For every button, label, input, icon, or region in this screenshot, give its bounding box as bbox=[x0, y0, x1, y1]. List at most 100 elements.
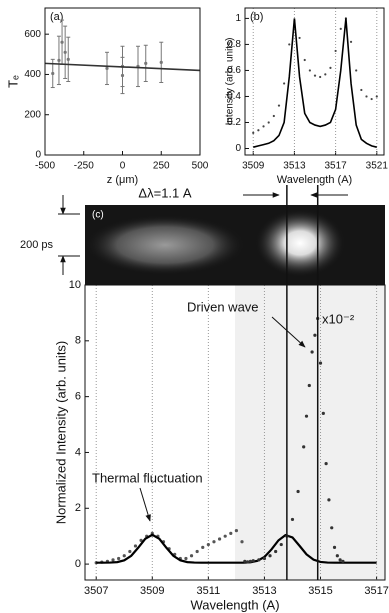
data-point bbox=[376, 95, 378, 97]
data-point bbox=[280, 543, 283, 546]
x-tick-label: 250 bbox=[153, 161, 170, 172]
y-tick-label: 0 bbox=[75, 558, 81, 570]
x-tick-label: -500 bbox=[35, 161, 55, 172]
x-tick-label: 3513 bbox=[283, 161, 306, 172]
data-point bbox=[257, 129, 259, 131]
y-axis-label: Intensity (arb. units) bbox=[225, 38, 236, 126]
data-point bbox=[121, 74, 124, 77]
streak-image: (c) 200 ps Δλ=1.1 A bbox=[20, 185, 385, 285]
data-point bbox=[325, 462, 328, 465]
data-point bbox=[327, 498, 330, 501]
data-point bbox=[134, 544, 137, 547]
data-point bbox=[201, 546, 204, 549]
data-point bbox=[105, 67, 108, 70]
y-tick-label: 6 bbox=[75, 391, 81, 403]
data-point bbox=[246, 560, 249, 563]
x-tick-label: 3511 bbox=[197, 585, 221, 597]
streak-blob bbox=[255, 209, 345, 277]
data-point bbox=[350, 41, 352, 43]
data-point bbox=[319, 362, 322, 365]
figure: (c) 200 ps Δλ=1.1 A -500 -250 0 250 500 0 200 4… bbox=[0, 0, 389, 613]
data-point bbox=[67, 58, 70, 61]
data-point bbox=[60, 41, 63, 44]
x-axis-label: Wavelength (A) bbox=[190, 597, 279, 612]
fit-line bbox=[253, 18, 377, 147]
x-axis-label: z (μm) bbox=[107, 174, 138, 186]
data-point bbox=[302, 445, 305, 448]
data-point bbox=[64, 51, 67, 54]
data-point bbox=[296, 490, 299, 493]
data-point bbox=[319, 76, 321, 78]
data-point bbox=[291, 518, 294, 521]
data-point bbox=[311, 350, 314, 353]
y-axis-label: Normalized Intensity (arb. units) bbox=[53, 341, 68, 525]
data-point bbox=[257, 558, 260, 561]
data-point bbox=[355, 69, 357, 71]
y-tick-label: 600 bbox=[24, 29, 41, 40]
data-point bbox=[128, 550, 131, 553]
y-tick-label: 0 bbox=[35, 150, 41, 161]
data-point bbox=[57, 59, 60, 62]
panel-label: (b) bbox=[250, 11, 263, 23]
data-point bbox=[304, 59, 306, 61]
y-tick-label: 10 bbox=[69, 279, 81, 291]
y-tick-label: 200 bbox=[24, 109, 41, 120]
data-point bbox=[278, 104, 280, 106]
y-tick-label: 1 bbox=[235, 13, 241, 24]
x-tick-label: 3517 bbox=[324, 161, 347, 172]
annotation: Thermal fluctuation bbox=[92, 470, 203, 485]
annotation: x10⁻² bbox=[322, 311, 355, 326]
data-point bbox=[329, 67, 331, 69]
data-point bbox=[283, 82, 285, 84]
data-point bbox=[322, 412, 325, 415]
width-label: Δλ=1.1 A bbox=[138, 185, 191, 200]
data-point bbox=[371, 98, 373, 100]
x-tick-label: 3521 bbox=[366, 161, 389, 172]
data-point bbox=[207, 543, 210, 546]
data-point bbox=[224, 535, 227, 538]
data-point bbox=[335, 50, 337, 52]
data-point bbox=[330, 526, 333, 529]
data-point bbox=[274, 550, 277, 553]
data-point bbox=[262, 125, 264, 127]
data-point bbox=[313, 334, 316, 337]
data-point bbox=[190, 554, 193, 557]
data-point bbox=[263, 557, 266, 560]
data-point bbox=[305, 415, 308, 418]
data-point bbox=[360, 89, 362, 91]
y-tick-label: 2 bbox=[75, 502, 81, 514]
annotation: Driven wave bbox=[187, 299, 259, 314]
data-point bbox=[218, 537, 221, 540]
x-tick-label: 3517 bbox=[364, 585, 388, 597]
y-tick-label: 4 bbox=[75, 446, 81, 458]
x-tick-label: 0 bbox=[120, 161, 126, 172]
x-tick-label: -250 bbox=[74, 161, 94, 172]
data-point bbox=[324, 73, 326, 75]
plot-frame bbox=[245, 8, 384, 155]
data-point bbox=[333, 546, 336, 549]
data-point bbox=[123, 554, 126, 557]
data-point bbox=[240, 540, 243, 543]
data-point bbox=[144, 62, 147, 65]
data-point bbox=[243, 560, 246, 563]
x-tick-label: 500 bbox=[192, 161, 209, 172]
panel-label: (c) bbox=[92, 210, 104, 221]
data-point bbox=[235, 529, 238, 532]
data-point bbox=[340, 28, 342, 30]
data-point bbox=[273, 115, 275, 117]
data-point bbox=[288, 43, 290, 45]
data-point bbox=[111, 558, 114, 561]
data-point bbox=[249, 560, 252, 563]
x-tick-label: 3515 bbox=[308, 585, 332, 597]
x-tick-label: 3513 bbox=[252, 585, 276, 597]
data-point bbox=[160, 61, 163, 64]
data-point bbox=[314, 75, 316, 77]
data-point bbox=[229, 532, 232, 535]
x-tick-label: 3507 bbox=[84, 585, 108, 597]
y-tick-label: 8 bbox=[75, 335, 81, 347]
time-scale: 200 ps bbox=[20, 239, 54, 251]
data-point bbox=[51, 72, 54, 75]
y-axis-label: Tₑ bbox=[5, 75, 20, 88]
data-point bbox=[117, 557, 120, 560]
x-tick-label: 3509 bbox=[242, 161, 265, 172]
